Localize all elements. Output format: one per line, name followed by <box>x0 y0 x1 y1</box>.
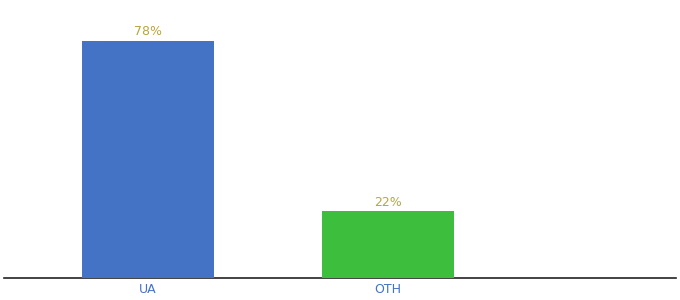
Bar <box>322 211 454 278</box>
Text: 78%: 78% <box>134 25 162 38</box>
Text: 22%: 22% <box>374 196 402 208</box>
Bar <box>82 41 214 278</box>
